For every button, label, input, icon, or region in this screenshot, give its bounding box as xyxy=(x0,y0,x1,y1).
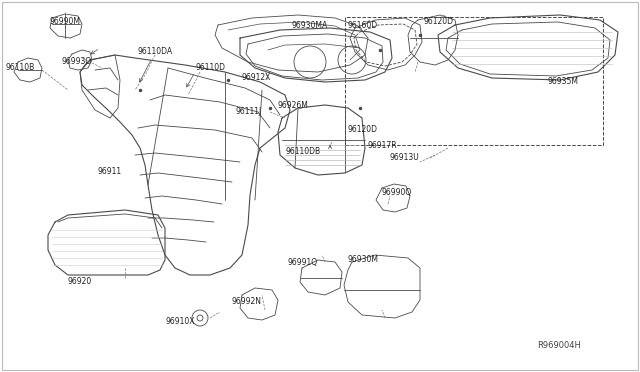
Text: 96991Q: 96991Q xyxy=(288,257,318,266)
Text: 96920: 96920 xyxy=(68,278,92,286)
Text: 96910X: 96910X xyxy=(165,317,195,327)
Text: 96911: 96911 xyxy=(98,167,122,176)
Text: 96992N: 96992N xyxy=(232,298,262,307)
Text: 96990M: 96990M xyxy=(50,17,81,26)
Text: 96990Q: 96990Q xyxy=(382,187,412,196)
Text: 96913U: 96913U xyxy=(390,154,420,163)
Text: 96930MA: 96930MA xyxy=(292,20,328,29)
Text: 96912X: 96912X xyxy=(242,74,271,83)
Text: 96110DB: 96110DB xyxy=(285,148,320,157)
Text: 96110D: 96110D xyxy=(195,64,225,73)
Text: 96917R: 96917R xyxy=(368,141,397,150)
Text: 96160D: 96160D xyxy=(348,20,378,29)
Text: 96110DA: 96110DA xyxy=(138,48,173,57)
Text: 96111J: 96111J xyxy=(235,108,261,116)
Bar xyxy=(345,17,603,145)
Text: 96930M: 96930M xyxy=(348,256,379,264)
Text: 96120D: 96120D xyxy=(348,125,378,135)
Text: 96120D: 96120D xyxy=(424,17,454,26)
Text: 96935M: 96935M xyxy=(548,77,579,87)
Text: 96110B: 96110B xyxy=(5,64,35,73)
Text: 96926M: 96926M xyxy=(278,100,309,109)
Text: 96993O: 96993O xyxy=(62,58,92,67)
Text: R969004H: R969004H xyxy=(538,341,582,350)
